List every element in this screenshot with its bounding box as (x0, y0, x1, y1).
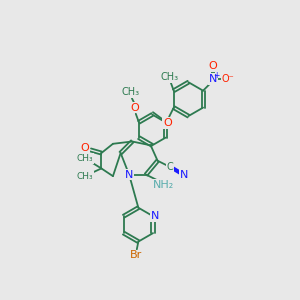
Text: C: C (167, 162, 173, 172)
Text: O: O (209, 61, 218, 71)
Text: N: N (125, 169, 133, 180)
Text: CH₃: CH₃ (77, 172, 94, 181)
Text: O: O (130, 103, 140, 112)
Text: NH₂: NH₂ (153, 180, 174, 190)
Text: CH₃: CH₃ (161, 72, 179, 82)
Text: CH₃: CH₃ (121, 87, 140, 97)
Text: O⁻: O⁻ (221, 74, 234, 84)
Text: N: N (151, 211, 160, 221)
Text: O: O (81, 143, 90, 153)
Text: N: N (180, 170, 188, 180)
Text: CH₃: CH₃ (77, 154, 94, 163)
Text: Br: Br (130, 250, 142, 260)
Text: N: N (209, 74, 217, 84)
Text: O: O (163, 118, 172, 128)
Text: +: + (213, 71, 219, 80)
